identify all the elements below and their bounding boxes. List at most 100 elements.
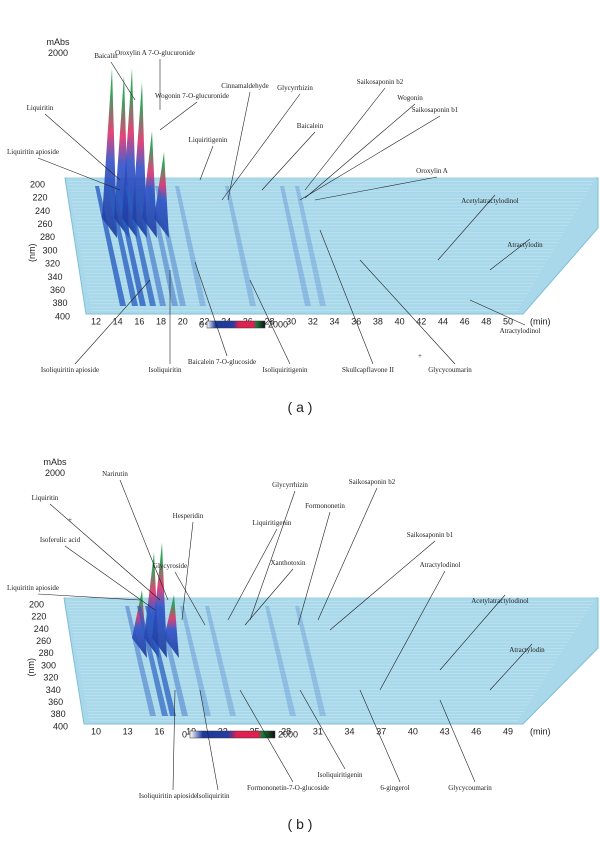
leader-line: [44, 113, 121, 181]
panel-label: ( a ): [288, 399, 313, 415]
y-tick-label: 220: [32, 193, 47, 203]
y-tick-label: 340: [46, 685, 61, 695]
y-tick-label: 380: [52, 298, 67, 308]
x-tick-label: 12: [91, 316, 101, 326]
compound-label: Oroxylin A: [416, 167, 448, 175]
compound-label: Isoliquiritin apioside: [139, 792, 197, 800]
leader-line: [304, 103, 416, 199]
leader-line: [314, 176, 438, 201]
y-tick-label: 200: [29, 599, 44, 609]
leader-line: [249, 490, 296, 621]
peak: [132, 82, 147, 238]
leader-line: [227, 528, 278, 621]
compound-label: Liquiritin: [32, 494, 59, 502]
peak-streak: [180, 606, 211, 716]
x-tick-label: 40: [408, 726, 418, 736]
x-tick-label: 38: [373, 316, 383, 326]
peak-streak: [155, 186, 186, 306]
peak: [154, 152, 169, 238]
peak-streak: [280, 186, 311, 306]
y-tick-label: 260: [36, 636, 51, 646]
compound-label: Isoliquiritin: [196, 792, 230, 800]
leader-line: [299, 115, 441, 201]
peak-streak: [265, 606, 296, 716]
leader-line: [379, 570, 446, 691]
x-tick-label: 22: [199, 316, 209, 326]
y-tick-label: 340: [47, 272, 62, 282]
peak-streak: [157, 606, 188, 716]
color-scale: [206, 320, 266, 329]
y-tick-label: 200: [30, 179, 45, 189]
compound-label: Glycycoumarin: [448, 784, 492, 792]
x-tick-label: 48: [481, 316, 491, 326]
compound-label: Isoliquiritin apioside: [41, 366, 99, 374]
compound-label: Acetylatractylodinol: [471, 597, 529, 605]
leader-line: [221, 93, 301, 201]
x-tick-label: 16: [134, 316, 144, 326]
intensity-unit: mAbs: [43, 457, 67, 467]
y-tick-label: 320: [43, 673, 58, 683]
leader-line: [437, 194, 496, 261]
x-tick-label: 49: [503, 726, 513, 736]
compound-label: Narirutin: [102, 470, 128, 478]
peak: [132, 590, 147, 658]
compound-label: Formononetin-7-O-glucoside: [247, 784, 329, 792]
peak-streak: [175, 186, 206, 306]
x-tick-label: 13: [123, 726, 133, 736]
leader-line: [319, 229, 374, 365]
compound-label: Isoliquiritigenin: [317, 771, 363, 779]
compound-label: Glycycoumarin: [428, 366, 472, 374]
x-tick-label: 50: [503, 316, 513, 326]
leader-line: [199, 145, 214, 181]
compound-label: Atractylodinol: [420, 561, 461, 569]
compound-label: Baicalin: [94, 52, 118, 60]
y-axis-label: (nm): [27, 244, 37, 262]
leader-line: [119, 479, 169, 601]
panel-label: ( b ): [288, 816, 313, 832]
compound-label: Saikosaponin b1: [412, 106, 459, 114]
leader-line: [304, 87, 386, 191]
compound-label: +: [68, 516, 72, 524]
scale-min: 0: [182, 729, 187, 739]
compound-label: Isoferulic acid: [40, 536, 81, 544]
compound-label: Isoliquiritigenin: [262, 366, 308, 374]
y-tick-label: 220: [31, 612, 46, 622]
leader-line: [249, 279, 291, 365]
y-tick-label: 400: [53, 721, 68, 731]
x-tick-label: 18: [156, 316, 166, 326]
leader-line: [37, 157, 121, 191]
y-tick-label: 360: [50, 285, 65, 295]
x-tick-label: 30: [286, 316, 296, 326]
compound-label: Liquiritin apioside: [7, 584, 59, 592]
compound-label: Xanthotoxin: [271, 559, 306, 567]
x-tick-label: 31: [313, 726, 323, 736]
peak: [142, 131, 157, 238]
compound-label: Saikosaponin b2: [357, 78, 404, 86]
compound-label: Saikosaponin b2: [349, 478, 396, 486]
y-tick-label: 240: [35, 206, 50, 216]
x-axis-label: (min): [530, 726, 551, 736]
compound-label: Liquiritigenin: [189, 136, 228, 144]
y-tick-label: 320: [45, 259, 60, 269]
compound-label: Skullcapflavone II: [342, 366, 395, 374]
leader-line: [37, 593, 141, 601]
compound-label: Atractylodinol: [500, 327, 541, 335]
y-tick-label: 240: [34, 624, 49, 634]
x-tick-label: 46: [460, 316, 470, 326]
intensity-max: 2000: [45, 468, 65, 478]
leader-line: [74, 279, 151, 365]
y-tick-label: 360: [48, 697, 63, 707]
compound-label: Saikosaponin b1: [407, 531, 454, 539]
compound-label: Baicalein 7-O-glucoside: [188, 358, 256, 366]
leader-line: [239, 689, 294, 783]
compound-label: Formononetin: [305, 502, 345, 510]
y-tick-label: 280: [40, 232, 55, 242]
leader-line: [469, 299, 526, 326]
compound-label: Atractylodin: [507, 241, 543, 249]
peak: [152, 542, 167, 658]
leader-line: [110, 61, 136, 101]
leader-line: [172, 689, 176, 791]
compound-label: Isoliquiritin: [148, 366, 182, 374]
leader-line: [359, 689, 401, 783]
